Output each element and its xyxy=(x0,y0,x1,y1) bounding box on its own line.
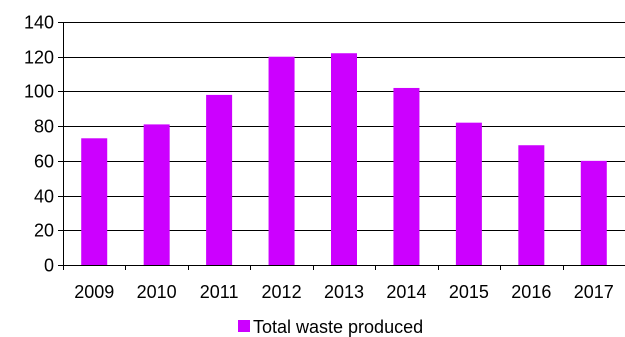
y-tick-label: 0 xyxy=(44,256,54,276)
x-tick-label: 2011 xyxy=(200,282,239,302)
legend: Total waste produced xyxy=(238,317,423,337)
bar-2010 xyxy=(143,124,170,266)
y-tick-label: 80 xyxy=(34,117,54,137)
y-tick-label: 40 xyxy=(34,187,54,207)
bars xyxy=(81,53,607,266)
bar-2012 xyxy=(268,56,295,265)
x-tick-label: 2012 xyxy=(262,282,302,302)
bar-2015 xyxy=(455,122,482,266)
y-tick-label: 100 xyxy=(24,82,54,102)
legend-label: Total waste produced xyxy=(253,317,423,337)
bar-2011 xyxy=(206,94,233,266)
bar-2009 xyxy=(81,138,108,265)
x-tick-label: 2014 xyxy=(386,282,426,302)
bar-2016 xyxy=(518,145,545,265)
x-tick-label: 2009 xyxy=(74,282,114,302)
y-axis-tick-labels: 0 20 40 60 80 100 120 140 xyxy=(24,13,54,276)
y-tick-label: 20 xyxy=(34,221,54,241)
x-axis-tick-labels: 2009 2010 2011 2012 2013 2014 2015 2016 2017 xyxy=(74,282,614,302)
axes xyxy=(58,22,625,270)
x-tick-label: 2010 xyxy=(137,282,177,302)
x-tick-label: 2017 xyxy=(574,282,614,302)
y-tick-label: 120 xyxy=(24,48,54,68)
bar-2013 xyxy=(331,53,357,265)
x-tick-label: 2013 xyxy=(324,282,364,302)
x-tick-label: 2015 xyxy=(449,282,489,302)
y-tick-label: 60 xyxy=(34,152,54,172)
legend-swatch xyxy=(238,320,250,332)
bar-2014 xyxy=(393,87,420,265)
x-tick-label: 2016 xyxy=(511,282,551,302)
y-tick-label: 140 xyxy=(24,13,54,33)
bar-2017 xyxy=(580,160,607,265)
